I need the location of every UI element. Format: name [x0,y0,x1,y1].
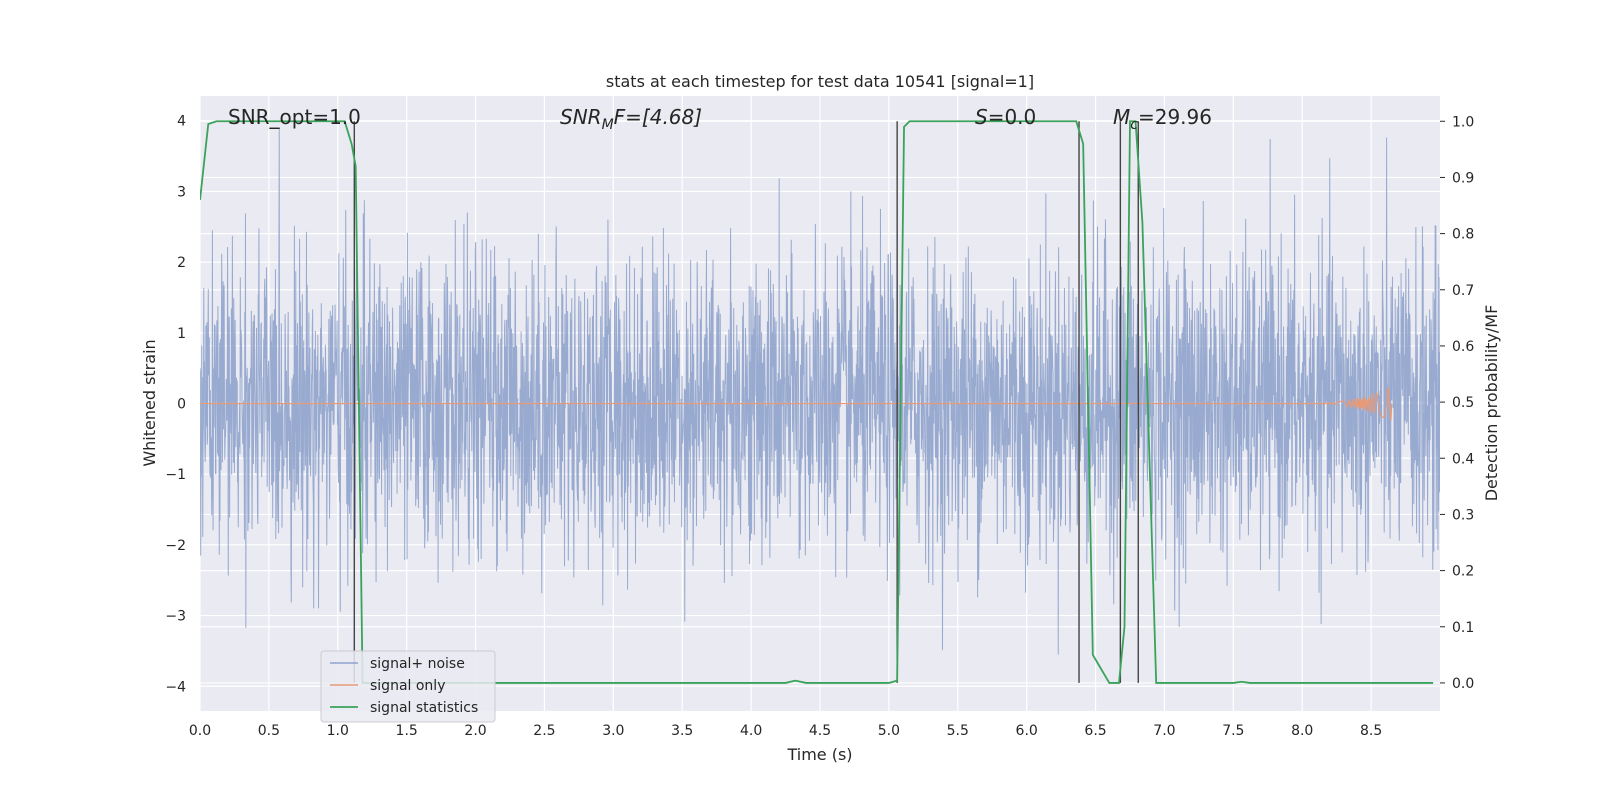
x-tick-label: 3.0 [602,723,624,739]
x-tick-label: 0.0 [189,723,211,739]
y-tick-label: −1 [165,467,186,483]
x-tick-label: 3.5 [671,723,693,739]
y-tick-label: −2 [165,538,186,554]
y-right-tick-label: 0.3 [1452,507,1474,523]
y-tick-label: 0 [177,397,186,413]
series-signal-only [200,387,1393,421]
legend-label-statistics: signal statistics [370,700,478,716]
annotation-s: S=0.0 [975,105,1036,129]
y-right-tick-label: 0.1 [1452,620,1474,636]
y-axis-ticks: −4 −3 −2 −1 0 1 2 3 4 [165,114,186,696]
x-tick-label: 2.5 [533,723,555,739]
y-right-tick-label: 0.9 [1452,170,1474,186]
annotation-mc: Mc=29.96 [1113,105,1212,133]
y-right-tick-label: 0.5 [1452,395,1474,411]
x-tick-label: 6.5 [1084,723,1106,739]
vertical-markers [353,121,1139,683]
series-signal-plus-noise [200,127,1440,655]
x-tick-label: 6.0 [1016,723,1038,739]
y-right-tick-label: 0.4 [1452,451,1474,467]
data-layer [200,120,1440,684]
y-right-tick-label: 1.0 [1452,114,1474,130]
x-axis-ticks: 0.0 0.5 1.0 1.5 2.0 2.5 3.0 3.5 4.0 4.5 5.0 5.5 6.0 6… [189,723,1382,739]
annotation-snr-mf: SNRMF=[4.68] [560,105,702,133]
y-tick-label: 2 [177,255,186,271]
series-signal-statistics [200,120,1434,684]
legend: signal+ noise signal only signal statist… [320,650,496,723]
legend-label-noise: signal+ noise [370,656,465,672]
x-tick-label: 7.5 [1222,723,1244,739]
x-tick-label: 5.0 [878,723,900,739]
x-tick-label: 8.5 [1360,723,1382,739]
x-tick-label: 5.5 [947,723,969,739]
y-tick-label: 3 [177,184,186,200]
y-axis-right-ticks: 0.0 0.1 0.2 0.3 0.4 0.5 0.6 0.7 0.8 0.9 1.0 [1440,114,1474,692]
y-right-tick-label: 0.7 [1452,283,1474,299]
x-tick-label: 8.0 [1291,723,1313,739]
y-right-tick-label: 0.8 [1452,227,1474,243]
y-right-tick-label: 0.2 [1452,564,1474,580]
y-tick-label: 4 [177,114,186,130]
x-tick-label: 4.5 [809,723,831,739]
legend-box [320,650,496,723]
legend-label-signal: signal only [370,678,445,694]
annotation-snr-opt: SNR_opt=1.0 [228,105,361,129]
y-right-tick-label: 0.6 [1452,339,1474,355]
x-tick-label: 4.0 [740,723,762,739]
y-axis-label: Whitened strain [140,339,159,466]
y-right-tick-label: 0.0 [1452,676,1474,692]
x-tick-label: 0.5 [258,723,280,739]
x-tick-label: 2.0 [464,723,486,739]
y-tick-label: −4 [165,679,186,695]
y-tick-label: −3 [165,609,186,625]
x-tick-label: 1.0 [327,723,349,739]
x-axis-label: Time (s) [786,745,852,764]
chart-title: stats at each timestep for test data 105… [606,72,1034,91]
x-tick-label: 1.5 [396,723,418,739]
x-tick-label: 7.0 [1153,723,1175,739]
y-axis-right-label: Detection probability/MF [1482,305,1501,502]
y-tick-label: 1 [177,326,186,342]
